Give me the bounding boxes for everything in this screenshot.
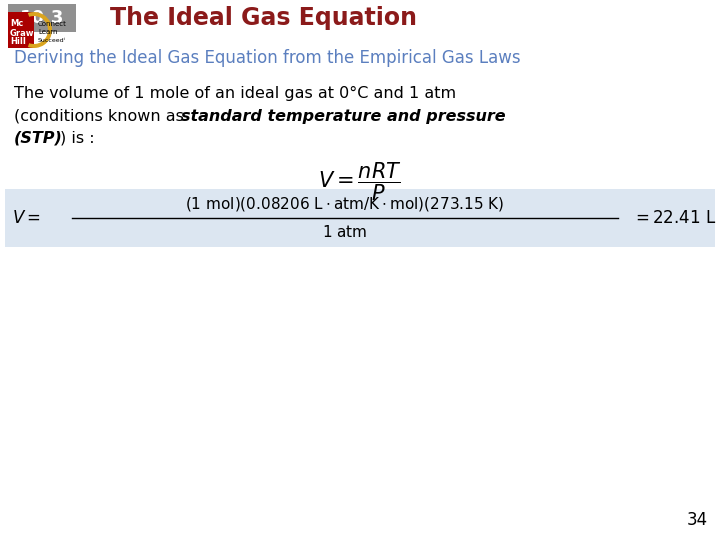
Text: The volume of 1 mole of an ideal gas at 0°C and 1 atm: The volume of 1 mole of an ideal gas at … — [14, 85, 456, 100]
Text: (conditions known as: (conditions known as — [14, 109, 189, 124]
Text: $V = \dfrac{nRT}{P}$: $V = \dfrac{nRT}{P}$ — [318, 161, 402, 203]
Text: (STP): (STP) — [14, 131, 63, 145]
Text: $= 22.41\ \mathrm{L}$: $= 22.41\ \mathrm{L}$ — [632, 209, 716, 227]
Text: Connect: Connect — [38, 21, 67, 27]
Text: Succeedⁱ: Succeedⁱ — [38, 37, 66, 43]
Text: Hill: Hill — [10, 37, 26, 46]
Text: The Ideal Gas Equation: The Ideal Gas Equation — [110, 6, 417, 30]
Text: $(1\ \mathrm{mol})(0.08206\ \mathrm{L \cdot atm/K \cdot mol})(273.15\ \mathrm{K}: $(1\ \mathrm{mol})(0.08206\ \mathrm{L \c… — [185, 195, 505, 213]
Text: Graw: Graw — [10, 29, 35, 37]
Text: ) is :: ) is : — [60, 131, 94, 145]
FancyBboxPatch shape — [8, 4, 76, 32]
Text: standard temperature and pressure: standard temperature and pressure — [181, 109, 505, 124]
FancyBboxPatch shape — [8, 12, 34, 48]
Text: $\mathit{V} =$: $\mathit{V} =$ — [12, 209, 41, 227]
Text: $1\ \mathrm{atm}$: $1\ \mathrm{atm}$ — [323, 224, 368, 240]
Text: Mc: Mc — [10, 19, 23, 29]
Wedge shape — [28, 12, 52, 48]
FancyBboxPatch shape — [5, 189, 715, 247]
Text: Learn: Learn — [38, 29, 58, 35]
Text: 34: 34 — [687, 511, 708, 529]
Text: Deriving the Ideal Gas Equation from the Empirical Gas Laws: Deriving the Ideal Gas Equation from the… — [14, 49, 521, 67]
Text: 10.3: 10.3 — [20, 9, 64, 27]
